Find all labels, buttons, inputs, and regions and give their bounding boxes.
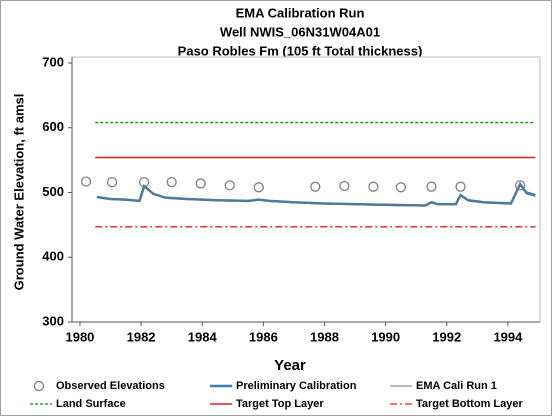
observed-point	[106, 176, 118, 188]
legend-label: Preliminary Calibration	[236, 380, 357, 392]
legend-item: Preliminary Calibration	[210, 380, 357, 392]
y-tick-label: 400	[42, 249, 64, 264]
legend-item: EMA Cali Run 1	[390, 380, 497, 392]
series-line	[96, 183, 536, 207]
legend-item: Target Top Layer	[210, 398, 324, 410]
legend-item: Target Bottom Layer	[390, 398, 523, 410]
observed-point	[253, 182, 264, 193]
y-tick-label: 700	[42, 54, 64, 69]
y-tick-label: 600	[42, 119, 64, 134]
legend-label: Target Top Layer	[236, 398, 324, 410]
x-tick-label: 1980	[65, 329, 94, 344]
observed-point	[455, 181, 466, 192]
observed-point	[80, 176, 92, 187]
legend-marker	[33, 380, 45, 392]
observed-point	[310, 181, 321, 192]
chart-title: EMA Calibration Run	[236, 5, 365, 20]
legend-label: Land Surface	[56, 398, 126, 410]
observed-point	[368, 181, 379, 192]
observed-point	[514, 180, 526, 191]
x-axis-label: Year	[274, 357, 306, 374]
y-axis-label: Ground Water Elevation, ft amsl	[11, 94, 26, 291]
x-tick-label: 1982	[127, 329, 156, 344]
observed-point	[426, 181, 437, 192]
chart-title: Well NWIS_06N31W04A01	[220, 24, 380, 39]
legend-label: EMA Cali Run 1	[416, 380, 497, 392]
legend-item: Land Surface	[30, 398, 126, 410]
observed-point	[224, 180, 235, 191]
observed-point	[195, 178, 206, 189]
x-tick-label: 1988	[310, 329, 339, 344]
x-tick-label: 1984	[188, 329, 218, 344]
y-tick-label: 500	[42, 184, 64, 199]
observed-point	[395, 182, 407, 193]
x-tick-label: 1992	[432, 329, 461, 344]
y-tick-label: 300	[42, 313, 64, 328]
legend-label: Observed Elevations	[56, 380, 165, 392]
legend-item: Observed Elevations	[33, 380, 165, 392]
chart-title: Paso Robles Fm (105 ft Total thickness)	[178, 43, 423, 58]
x-tick-label: 1986	[249, 329, 278, 344]
observed-point	[339, 180, 350, 192]
x-tick-label: 1990	[371, 329, 400, 344]
observed-point	[166, 176, 177, 188]
x-tick-label: 1994	[493, 329, 523, 344]
legend-label: Target Bottom Layer	[416, 398, 523, 410]
